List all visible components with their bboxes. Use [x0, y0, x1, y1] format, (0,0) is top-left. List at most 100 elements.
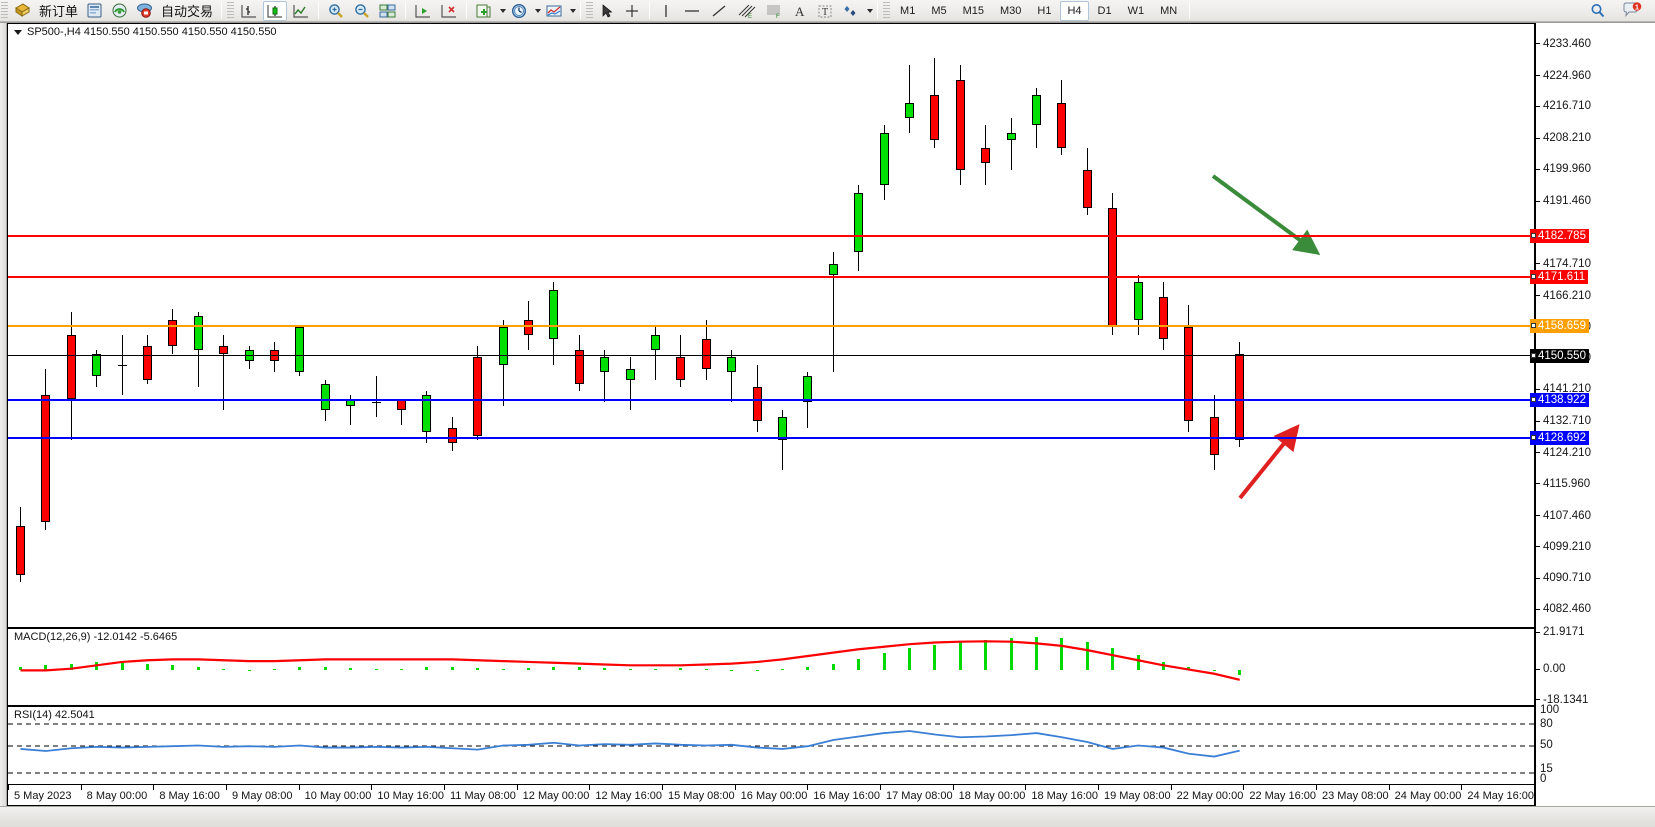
search-icon[interactable]: [1586, 1, 1610, 21]
shapes-dropdown-caret[interactable]: [867, 8, 874, 13]
macd-series: [8, 629, 1534, 705]
auto-scroll-icon[interactable]: [411, 1, 435, 21]
horizontal-line-icon[interactable]: [679, 1, 705, 21]
candlestick: [727, 24, 737, 627]
macd-histogram-bar: [69, 663, 73, 671]
pivot-line[interactable]: [8, 322, 1539, 329]
timeframe-m30[interactable]: M30: [1000, 4, 1022, 17]
timeframe-h4[interactable]: H4: [1060, 0, 1089, 21]
time-tick-mark: [1461, 785, 1463, 790]
svg-text:T: T: [822, 7, 828, 18]
time-scale[interactable]: 5 May 2023 8 May 00:00 8 May 16:00 9 May 08…: [7, 785, 1535, 806]
candlestick: [1235, 24, 1245, 627]
chat-bubble-icon[interactable]: 1: [1619, 1, 1645, 21]
indicators-dropdown-caret[interactable]: [500, 8, 507, 13]
timeframe-w1[interactable]: W1: [1127, 4, 1145, 17]
market-watch-icon[interactable]: [108, 1, 131, 21]
main-toolbar: 新订单 自动交易: [0, 0, 1655, 22]
tile-windows-icon[interactable]: [376, 1, 400, 21]
timeframe-m1[interactable]: M1: [900, 4, 916, 17]
rsi-scale-tick: 100: [1540, 704, 1560, 716]
time-tick-mark: [952, 785, 954, 790]
time-label: 16 May 16:00: [813, 790, 880, 802]
macd-histogram-bar: [984, 639, 988, 671]
macd-histogram-bar: [527, 667, 530, 671]
new-order-icon[interactable]: [11, 1, 34, 21]
toolbar-divider-5: [580, 2, 582, 19]
indicators-icon[interactable]: [472, 1, 496, 21]
macd-histogram-bar: [806, 667, 810, 671]
toolbar-grip-4[interactable]: [883, 2, 891, 19]
time-tick-mark: [1243, 785, 1245, 790]
candlestick: [752, 24, 762, 627]
support-line-1[interactable]: [8, 396, 1539, 403]
resistance-line-1[interactable]: [8, 232, 1539, 239]
macd-scale-tick: 0.00: [1536, 664, 1565, 675]
trendline-icon[interactable]: [707, 1, 731, 21]
time-label: 8 May 16:00: [159, 790, 220, 802]
new-order-label[interactable]: 新订单: [39, 4, 79, 19]
support-line-2[interactable]: [8, 435, 1539, 442]
toolbar-divider-6: [649, 2, 651, 19]
line-chart-icon[interactable]: [289, 1, 313, 21]
timeframe-mn[interactable]: MN: [1160, 4, 1178, 17]
candlestick: [244, 24, 254, 627]
candlestick-chart-icon[interactable]: [263, 0, 288, 21]
timeframe-d1[interactable]: D1: [1097, 4, 1112, 17]
zoom-in-icon[interactable]: [324, 1, 348, 21]
time-tick-mark: [153, 785, 155, 790]
time-label: 24 May 16:00: [1467, 790, 1534, 802]
resistance-line-2[interactable]: [8, 274, 1539, 281]
candlestick: [371, 24, 381, 627]
candlestick: [92, 24, 102, 627]
text-label-icon[interactable]: A: [789, 1, 811, 21]
resistance-line-1-tag: 4182.785: [1530, 228, 1589, 243]
period-icon[interactable]: [507, 1, 531, 21]
candlestick: [219, 24, 229, 627]
charts-icon[interactable]: [83, 1, 106, 21]
equidistant-channel-icon[interactable]: E: [733, 1, 759, 21]
price-scale[interactable]: 4233.460 4224.960 4216.710 4208.210 4199.960…: [1530, 23, 1655, 806]
toolbar-divider-2: [318, 2, 320, 19]
time-tick-mark: [880, 785, 881, 790]
period-dropdown-caret[interactable]: [535, 8, 542, 13]
toolbar-grip-2[interactable]: [227, 2, 235, 19]
chart-dropdown-icon[interactable]: [14, 29, 22, 35]
vertical-scrollbar[interactable]: [0, 23, 7, 806]
macd-histogram-bar: [171, 665, 175, 671]
templates-dropdown-caret[interactable]: [570, 8, 577, 13]
chart-frame: SP500-,H4 4150.550 4150.550 4150.550 415…: [0, 22, 1655, 827]
rsi-label: RSI(14) 42.5041: [12, 709, 97, 721]
cursor-icon[interactable]: [596, 1, 618, 21]
macd-histogram-bar: [1212, 669, 1216, 671]
downtrend-arrow: [1211, 174, 1321, 256]
candlestick: [600, 24, 610, 627]
templates-icon[interactable]: [542, 1, 566, 21]
timeframe-h1[interactable]: H1: [1037, 4, 1052, 17]
rsi-pane[interactable]: RSI(14) 42.5041: [7, 706, 1535, 785]
chart-shift-icon[interactable]: [437, 1, 461, 21]
time-label: 18 May 16:00: [1031, 790, 1098, 802]
vertical-line-icon[interactable]: [655, 1, 677, 21]
toolbar-grip[interactable]: [1, 2, 8, 19]
price-pane[interactable]: SP500-,H4 4150.550 4150.550 4150.550 415…: [7, 23, 1539, 628]
crosshair-icon[interactable]: [620, 1, 644, 21]
fibonacci-icon[interactable]: F: [761, 1, 787, 21]
time-tick-mark: [516, 785, 518, 790]
toolbar-divider-8: [1189, 2, 1191, 19]
timeframe-m5[interactable]: M5: [931, 4, 947, 17]
macd-pane[interactable]: MACD(12,26,9) -12.0142 -5.6465: [7, 628, 1535, 706]
bar-chart-icon[interactable]: [237, 1, 261, 21]
horizontal-scrollbar[interactable]: [0, 806, 1655, 827]
current-price[interactable]: [8, 355, 1536, 357]
auto-trading-label[interactable]: 自动交易: [161, 4, 214, 19]
pivot-line-tag: 4158.659: [1530, 318, 1589, 333]
timeframe-m15[interactable]: M15: [962, 4, 984, 17]
zoom-out-icon[interactable]: [350, 1, 374, 21]
text-box-icon[interactable]: T: [813, 1, 837, 21]
navigator-icon[interactable]: [133, 1, 156, 21]
shapes-icon[interactable]: [839, 1, 863, 21]
macd-histogram-bar: [501, 668, 505, 671]
toolbar-grip-3[interactable]: [586, 2, 594, 19]
time-label: 10 May 00:00: [304, 790, 372, 802]
